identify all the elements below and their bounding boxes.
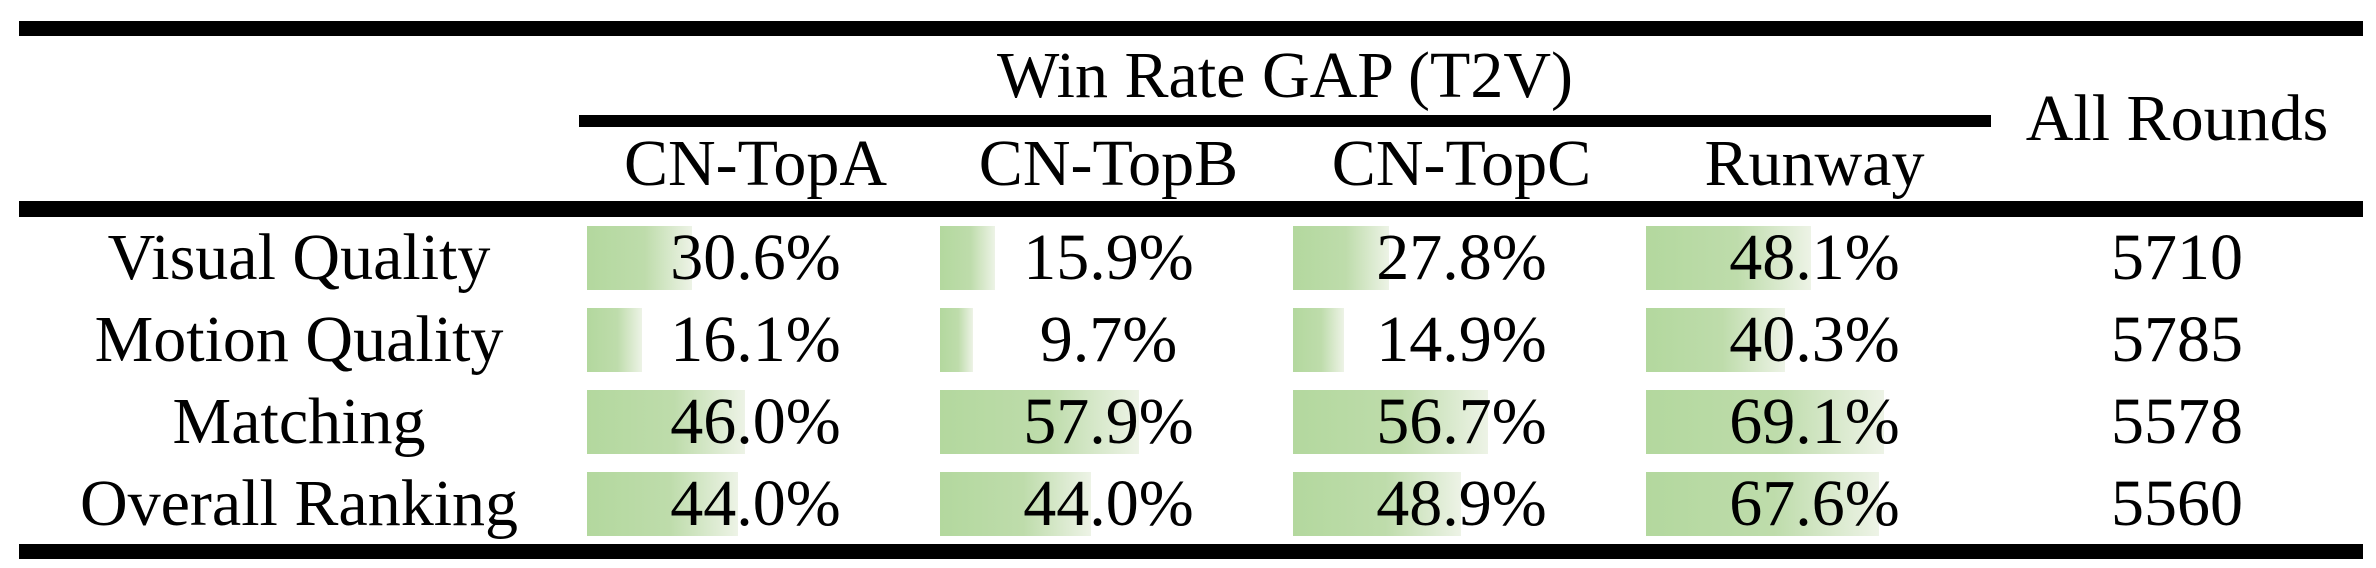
win-rate-bar — [1293, 472, 1462, 536]
all-rounds-value: 5578 — [2111, 385, 2243, 458]
win-rate-value: 14.9% — [1376, 303, 1547, 376]
data-cell: 9.7% — [932, 299, 1285, 381]
win-rate-bar — [1293, 390, 1489, 454]
win-rate-bar — [587, 472, 739, 536]
data-cell: 15.9% — [932, 217, 1285, 299]
table-row: Overall Ranking 44.0% 44.0% 48.9% 67.6% … — [0, 463, 2376, 545]
win-rate-value: 44.0% — [1023, 467, 1194, 540]
table-row: Motion Quality 16.1% 9.7% 14.9% 40.3% 57… — [0, 299, 2376, 381]
win-rate-value: 69.1% — [1729, 385, 1900, 458]
data-cell: 69.1% — [1638, 381, 1991, 463]
data-cell: 48.9% — [1285, 463, 1638, 545]
data-cell: 67.6% — [1638, 463, 1991, 545]
data-cell: 14.9% — [1285, 299, 1638, 381]
all-rounds-value: 5560 — [2111, 467, 2243, 540]
column-header-cn-topb: CN-TopB — [978, 127, 1239, 200]
win-rate-bar — [940, 390, 1140, 454]
win-rate-bar — [1646, 390, 1884, 454]
data-cell: 27.8% — [1285, 217, 1638, 299]
win-rate-bar — [587, 308, 643, 372]
win-rate-value: 56.7% — [1376, 385, 1547, 458]
data-cell: 16.1% — [579, 299, 932, 381]
win-rate-bar — [1646, 308, 1785, 372]
win-rate-bar — [1293, 308, 1345, 372]
win-rate-value: 9.7% — [1039, 303, 1178, 376]
data-cell: 44.0% — [579, 463, 932, 545]
win-rate-bar — [587, 226, 693, 290]
column-header-all-rounds: All Rounds — [2025, 81, 2329, 155]
win-rate-value: 40.3% — [1729, 303, 1900, 376]
win-rate-value: 30.6% — [670, 221, 841, 294]
group-header-title: Win Rate GAP (T2V) — [997, 38, 1573, 112]
all-rounds-value: 5710 — [2111, 221, 2243, 294]
row-label-overall-ranking: Overall Ranking — [79, 467, 519, 540]
win-rate-bar — [1646, 226, 1812, 290]
data-cell: 44.0% — [932, 463, 1285, 545]
table-row: Matching 46.0% 57.9% 56.7% 69.1% 5578 — [0, 381, 2376, 463]
data-cell: 46.0% — [579, 381, 932, 463]
win-rate-bar — [940, 226, 995, 290]
win-rate-value: 27.8% — [1376, 221, 1547, 294]
win-rate-value: 15.9% — [1023, 221, 1194, 294]
data-cell: 48.1% — [1638, 217, 1991, 299]
row-label-visual-quality: Visual Quality — [107, 221, 491, 294]
win-rate-bar — [940, 308, 974, 372]
win-rate-bar — [1646, 472, 1879, 536]
header-separator-rule — [19, 201, 2363, 217]
win-rate-value: 57.9% — [1023, 385, 1194, 458]
row-label-motion-quality: Motion Quality — [94, 303, 504, 376]
column-header-cn-topc: CN-TopC — [1331, 127, 1592, 200]
data-cell: 30.6% — [579, 217, 932, 299]
win-rate-value: 16.1% — [670, 303, 841, 376]
win-rate-bar — [587, 390, 746, 454]
group-header-underline-rule — [579, 115, 1991, 127]
win-rate-value: 44.0% — [670, 467, 841, 540]
win-rate-value: 48.9% — [1376, 467, 1547, 540]
win-rate-bar — [1293, 226, 1389, 290]
column-header-cn-topa: CN-TopA — [623, 127, 888, 200]
table-row: Visual Quality 30.6% 15.9% 27.8% 48.1% 5… — [0, 217, 2376, 299]
data-cell: 57.9% — [932, 381, 1285, 463]
table-top-rule — [19, 21, 2363, 36]
table-bottom-rule — [19, 544, 2363, 559]
win-rate-bar — [940, 472, 1092, 536]
row-label-matching: Matching — [172, 385, 426, 458]
column-header-runway: Runway — [1704, 127, 1925, 200]
data-cell: 40.3% — [1638, 299, 1991, 381]
win-rate-value: 67.6% — [1729, 467, 1900, 540]
win-rate-value: 48.1% — [1729, 221, 1900, 294]
all-rounds-value: 5785 — [2111, 303, 2243, 376]
data-cell: 56.7% — [1285, 381, 1638, 463]
win-rate-value: 46.0% — [670, 385, 841, 458]
